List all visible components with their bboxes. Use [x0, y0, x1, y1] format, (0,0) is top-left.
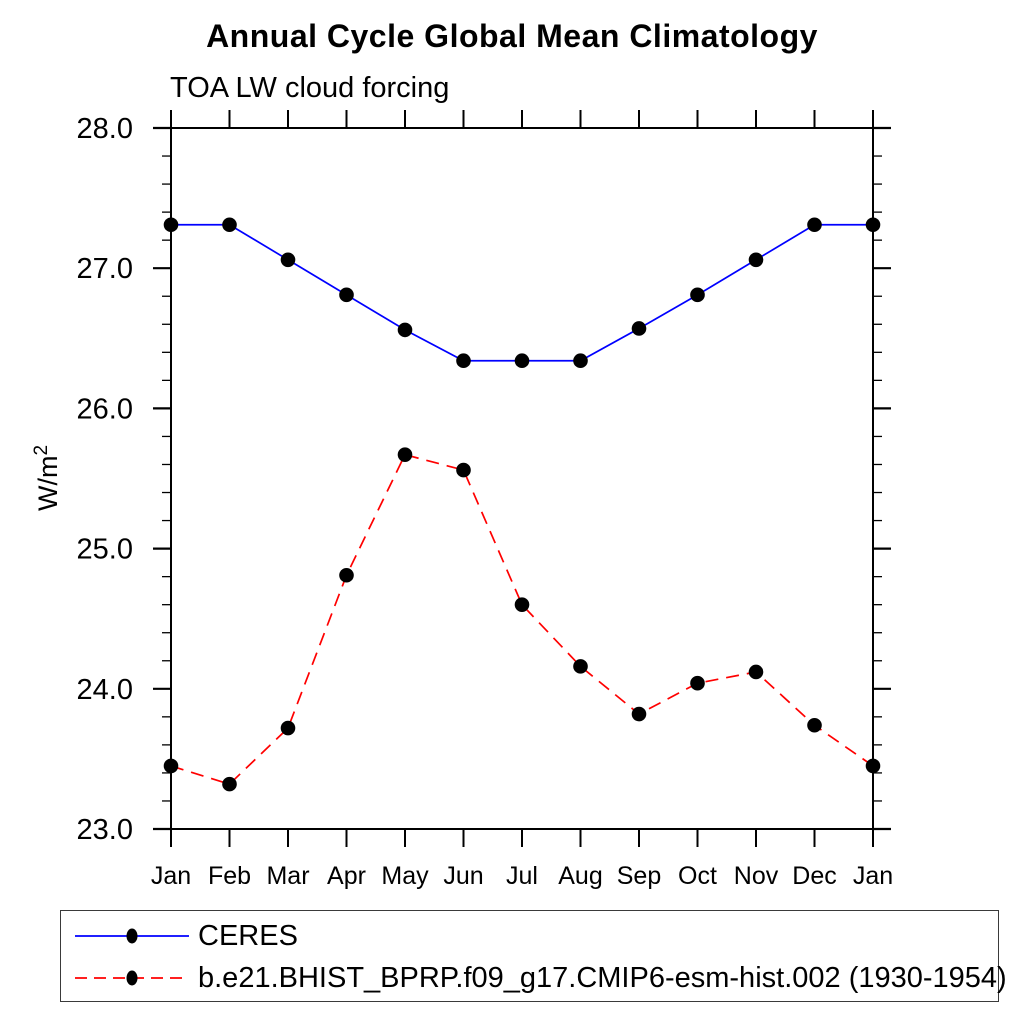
y-axis-label: W/m2 — [31, 445, 63, 511]
x-tick-label: Jun — [443, 862, 483, 890]
x-tick-label: Mar — [266, 862, 309, 890]
legend-item-model: b.e21.BHIST_BPRP.f09_g17.CMIP6-esm-hist.… — [67, 962, 1007, 994]
x-tick-label: Jan — [151, 862, 191, 890]
y-tick-label: 27.0 — [77, 253, 133, 285]
data-point-marker — [222, 776, 237, 792]
x-tick-label: May — [381, 862, 429, 890]
data-point-marker — [631, 706, 647, 722]
x-tick-label: Oct — [678, 862, 717, 890]
data-point-marker — [280, 720, 296, 736]
x-tick-label: Apr — [327, 862, 366, 890]
x-tick-label: Dec — [792, 862, 836, 890]
data-point-marker — [339, 567, 354, 583]
ceres-line-sample-icon — [75, 928, 189, 944]
data-point-marker — [807, 217, 822, 233]
data-point-marker — [865, 217, 881, 233]
chart-title: Annual Cycle Global Mean Climatology — [206, 18, 818, 54]
legend-label-model: b.e21.BHIST_BPRP.f09_g17.CMIP6-esm-hist.… — [198, 962, 1007, 994]
y-tick-label: 26.0 — [77, 393, 133, 425]
x-tick-label: Jan — [853, 862, 893, 890]
data-point-marker — [456, 353, 471, 369]
data-point-marker — [573, 659, 588, 674]
data-point-marker — [573, 353, 588, 369]
legend-box: CERES b.e21.BHIST_BPRP.f09_g17.CMIP6-esm… — [60, 910, 1007, 1002]
data-point-marker — [339, 287, 354, 303]
data-point-marker — [748, 664, 764, 680]
data-point-marker — [514, 597, 530, 612]
plot-frame — [170, 127, 874, 830]
data-point-marker — [397, 322, 413, 338]
y-tick-label: 28.0 — [77, 113, 133, 145]
data-point-marker — [748, 252, 764, 268]
y-tick-label: 25.0 — [77, 534, 133, 566]
data-point-marker — [690, 675, 705, 691]
x-tick-label: Jul — [506, 862, 538, 890]
y-tick-label: 24.0 — [77, 674, 133, 706]
x-tick-label: Aug — [558, 862, 602, 890]
legend-label-ceres: CERES — [198, 920, 298, 952]
data-point-marker — [514, 353, 530, 369]
data-point-marker — [163, 758, 179, 774]
data-point-marker — [397, 447, 413, 462]
data-point-marker — [456, 462, 471, 478]
data-point-marker — [807, 717, 822, 733]
x-tick-label: Nov — [734, 862, 779, 890]
x-tick-label: Feb — [208, 862, 251, 890]
data-point-marker — [865, 758, 881, 774]
model-line-sample-icon — [75, 970, 189, 986]
data-point-marker — [690, 287, 705, 303]
series-line-1 — [170, 453, 874, 786]
x-tick-label: Sep — [617, 862, 661, 890]
series-line-0 — [171, 223, 873, 362]
data-point-marker — [631, 321, 647, 336]
data-point-marker — [280, 252, 296, 268]
chart-subtitle: TOA LW cloud forcing — [170, 72, 450, 104]
data-point-marker — [222, 217, 237, 233]
data-point-marker — [163, 217, 179, 233]
y-tick-label: 23.0 — [77, 814, 133, 846]
legend-item-ceres: CERES — [67, 920, 298, 952]
